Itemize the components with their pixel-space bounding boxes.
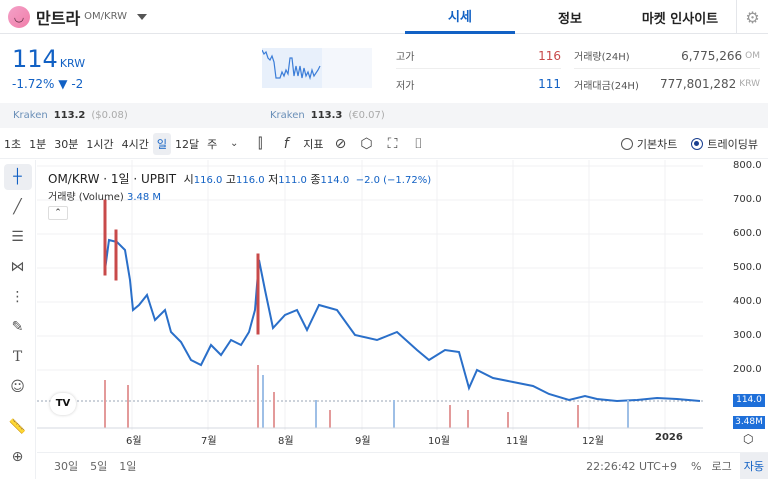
zoom-in-icon[interactable]: ⊕ bbox=[11, 449, 24, 465]
range-5d[interactable]: 5일 bbox=[90, 460, 108, 473]
volume-label: 거래량(24H) bbox=[574, 52, 630, 63]
interval-1h[interactable]: 1시간 bbox=[86, 137, 114, 151]
stat-low: 저가 111 bbox=[396, 71, 561, 97]
coin-name: 만트라 bbox=[36, 8, 81, 28]
coin-logo-icon: ◡ bbox=[8, 5, 30, 28]
range-30d[interactable]: 30일 bbox=[54, 460, 79, 473]
drawing-tools-sidebar: ┼ ╱ ☰ ⋈ ⋮ ✎ T ☺ 📏 ⊕ bbox=[0, 160, 36, 479]
x-tick: 2026 bbox=[655, 432, 683, 443]
amount-value: 777,801,282 bbox=[659, 77, 737, 91]
exchange-eur[interactable]: Kraken 113.3 (€0.07) bbox=[270, 110, 385, 121]
trend-line-icon[interactable]: ╱ bbox=[13, 199, 22, 215]
chart-toolbar: 1초 1분 30분 1시간 4시간 일 12달 주 ⌄ ⫿ f 지표 ⊘ ⬡ ⛶… bbox=[0, 129, 768, 159]
gear-icon[interactable]: ⚙ bbox=[736, 0, 768, 34]
volume-unit: OM bbox=[745, 50, 760, 61]
volume-legend: 거래량 (Volume) 3.48 M bbox=[48, 192, 162, 203]
crosshair-icon[interactable]: ┼ bbox=[3, 164, 32, 190]
x-tick: 9월 bbox=[355, 436, 371, 447]
volume-value: 6,775,266 bbox=[681, 48, 743, 63]
radio-tradingview[interactable]: 트레이딩뷰 bbox=[691, 136, 758, 152]
fib-icon[interactable]: ⋮ bbox=[10, 289, 25, 305]
amount-unit: KRW bbox=[739, 79, 760, 89]
exchange-bar: Kraken 113.2 ($0.08) Kraken 113.3 (€0.07) bbox=[0, 103, 768, 128]
sparkline-chart bbox=[261, 48, 322, 88]
brush-icon[interactable]: ✎ bbox=[11, 319, 24, 335]
interval-12mo[interactable]: 12달 bbox=[175, 137, 200, 151]
top-bar: ◡ 만트라 OM/KRW 시세 정보 마켓 인사이트 ⚙ bbox=[0, 0, 768, 34]
tab-price[interactable]: 시세 bbox=[405, 0, 515, 34]
chart-type-radios: 기본차트 트레이딩뷰 bbox=[620, 129, 758, 159]
high-label: 고가 bbox=[396, 52, 415, 63]
chart-bottom-bar: 30일 5일 1일 22:26:42 UTC+9 % 로그 자동 bbox=[37, 452, 768, 479]
clock[interactable]: 22:26:42 UTC+9 bbox=[586, 459, 678, 473]
ruler-icon[interactable]: 📏 bbox=[8, 419, 27, 435]
stat-amount: 거래대금(24H) 777,801,282 KRW bbox=[574, 71, 760, 97]
interval-week[interactable]: 주 bbox=[207, 137, 218, 151]
tab-market-insight[interactable]: 마켓 인사이트 bbox=[641, 11, 719, 27]
low-label: 저가 bbox=[396, 80, 415, 92]
coin-pair: OM/KRW bbox=[84, 11, 128, 22]
chart-legend: OM/KRW · 1일 · UPBIT 시116.0 고116.0 저111.0… bbox=[48, 172, 432, 186]
x-tick: 6월 bbox=[126, 436, 142, 447]
amount-label: 거래대금(24H) bbox=[574, 80, 639, 92]
sparkline-bg bbox=[322, 48, 372, 88]
price-axis[interactable]: 800.0 700.0 600.0 500.0 400.0 300.0 200.… bbox=[733, 160, 762, 375]
main-tabs: 시세 정보 마켓 인사이트 bbox=[405, 0, 735, 34]
emoji-icon[interactable]: ☺ bbox=[10, 379, 25, 395]
x-tick: 8월 bbox=[278, 436, 294, 447]
price-change: -1.72% ▼ -2 bbox=[12, 77, 84, 91]
interval-1m[interactable]: 1분 bbox=[29, 137, 47, 151]
last-price-tag: 114.0 bbox=[733, 394, 765, 407]
tradingview-logo[interactable]: TV bbox=[50, 393, 76, 415]
collapse-legend-button[interactable]: ⌃ bbox=[48, 206, 68, 220]
price-summary: 114 KRW -1.72% ▼ -2 고가 116 저가 111 거래량(24H… bbox=[0, 35, 768, 103]
stat-high: 고가 116 bbox=[396, 43, 561, 69]
current-price: 114 KRW bbox=[12, 45, 86, 73]
fullscreen-icon[interactable]: ⛶ bbox=[387, 135, 398, 152]
x-tick: 7월 bbox=[201, 436, 217, 447]
exchange-usd[interactable]: Kraken 113.2 ($0.08) bbox=[13, 110, 128, 121]
price-chart[interactable] bbox=[37, 160, 703, 450]
low-value: 111 bbox=[538, 77, 561, 91]
pattern-icon[interactable]: ⋈ bbox=[10, 259, 25, 275]
log-toggle[interactable]: 로그 bbox=[711, 460, 732, 473]
indicators-button[interactable]: 지표 bbox=[303, 137, 324, 151]
chevron-down-icon[interactable]: ⌄ bbox=[230, 138, 239, 149]
candlestick-icon[interactable]: ⫿ bbox=[258, 135, 263, 152]
horizontal-lines-icon[interactable]: ☰ bbox=[11, 229, 24, 245]
x-tick: 11월 bbox=[506, 436, 528, 447]
volume-tag: 3.48M bbox=[733, 416, 765, 429]
x-tick: 12월 bbox=[582, 436, 604, 447]
text-icon[interactable]: T bbox=[12, 349, 23, 365]
chevron-down-icon[interactable] bbox=[137, 13, 148, 20]
camera-icon[interactable]: ⌷ bbox=[414, 135, 423, 152]
tab-info[interactable]: 정보 bbox=[558, 11, 582, 27]
interval-4h[interactable]: 4시간 bbox=[121, 137, 149, 151]
interval-30m[interactable]: 30분 bbox=[54, 137, 79, 151]
compare-icon[interactable]: ⊘ bbox=[334, 135, 347, 152]
axis-settings-icon[interactable]: ⬡ bbox=[743, 432, 754, 446]
interval-1d[interactable]: 일 bbox=[152, 132, 171, 155]
radio-basic-chart[interactable]: 기본차트 bbox=[620, 136, 677, 152]
settings-hex-icon[interactable]: ⬡ bbox=[360, 135, 373, 152]
range-1d[interactable]: 1일 bbox=[119, 460, 137, 473]
stat-volume: 거래량(24H) 6,775,266 OM bbox=[574, 43, 760, 69]
function-icon[interactable]: f bbox=[283, 135, 289, 152]
auto-toggle[interactable]: 자동 bbox=[739, 453, 768, 479]
percent-toggle[interactable]: % bbox=[691, 459, 702, 473]
interval-1s[interactable]: 1초 bbox=[4, 137, 22, 151]
high-value: 116 bbox=[538, 48, 561, 63]
x-tick: 10월 bbox=[428, 436, 450, 447]
